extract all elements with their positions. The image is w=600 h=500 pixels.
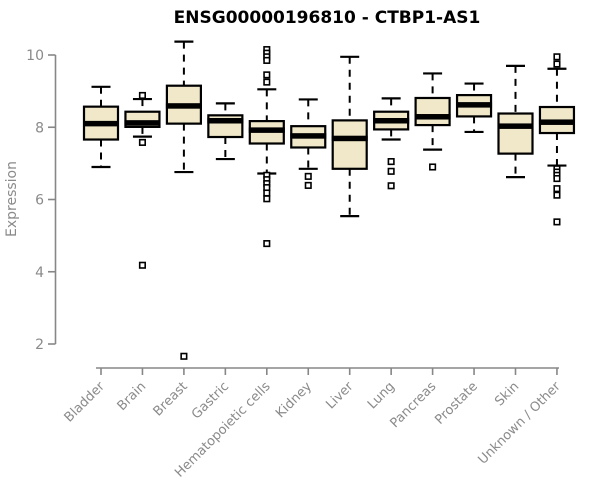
outlier-point — [387, 167, 395, 175]
outlier-point — [553, 174, 561, 183]
outlier-point — [263, 195, 271, 203]
x-tick-label: Prostate — [432, 379, 480, 427]
box-group-liver — [331, 55, 368, 218]
outlier-point — [387, 182, 395, 190]
outlier-point — [138, 91, 146, 100]
median-line — [290, 133, 327, 139]
y-tick-label: 6 — [35, 193, 44, 209]
x-tick-label: Lung — [365, 379, 398, 412]
x-tick-label: Breast — [151, 379, 191, 419]
x-tick-label: Liver — [323, 379, 357, 413]
y-tick-label: 10 — [26, 48, 44, 64]
box-group-kidney — [290, 98, 327, 189]
median-line — [538, 119, 575, 125]
x-tick-label: Brain — [115, 379, 150, 414]
box-group-lung — [373, 97, 410, 190]
median-line — [331, 135, 368, 142]
median-line — [165, 103, 202, 109]
outlier-point — [553, 191, 561, 199]
box-group-skin — [497, 64, 534, 179]
box-group-brain — [124, 91, 161, 269]
x-tick-label: Skin — [492, 379, 522, 409]
box-rect — [414, 96, 451, 127]
box-group-prostate — [455, 82, 493, 134]
box-group-hematopoietic-cells — [248, 46, 285, 248]
box-group-breast — [165, 40, 202, 360]
y-axis-title: Expression — [4, 161, 20, 237]
outlier-point — [138, 138, 146, 146]
outlier-point — [304, 172, 312, 180]
outlier-point — [387, 158, 395, 166]
median-line — [124, 120, 161, 126]
y-tick-label: 8 — [35, 120, 44, 136]
median-line — [248, 127, 285, 133]
x-tick-label: Bladder — [62, 379, 109, 426]
x-tick-label: Pancreas — [388, 379, 440, 431]
outlier-point — [263, 189, 271, 197]
outlier-point — [553, 218, 561, 226]
median-line — [497, 123, 534, 129]
outlier-point — [263, 240, 271, 248]
box-rect — [497, 112, 534, 155]
box-rect — [331, 119, 368, 170]
y-tick-label: 4 — [35, 265, 44, 281]
outlier-point — [553, 185, 561, 193]
median-line — [456, 102, 493, 108]
outlier-point — [263, 71, 271, 79]
median-line — [373, 117, 410, 124]
outlier-point — [263, 78, 271, 86]
box-group-gastric — [207, 102, 244, 161]
outlier-point — [429, 163, 437, 171]
y-tick-label: 2 — [35, 337, 44, 353]
x-tick-label: Kidney — [273, 379, 315, 421]
box-group-bladder — [82, 85, 120, 169]
outlier-point — [263, 56, 271, 64]
outlier-point — [138, 261, 146, 269]
outlier-point — [553, 60, 561, 68]
outlier-point — [304, 181, 312, 189]
box-group-pancreas — [414, 72, 451, 171]
box-group-unknown-other — [538, 53, 576, 226]
median-line — [207, 117, 244, 124]
outlier-point — [553, 53, 561, 61]
boxes-layer — [82, 40, 576, 360]
median-line — [83, 120, 119, 127]
median-line — [414, 114, 451, 120]
outlier-point — [180, 352, 188, 360]
chart-title: ENSG00000196810 - CTBP1-AS1 — [174, 8, 481, 28]
